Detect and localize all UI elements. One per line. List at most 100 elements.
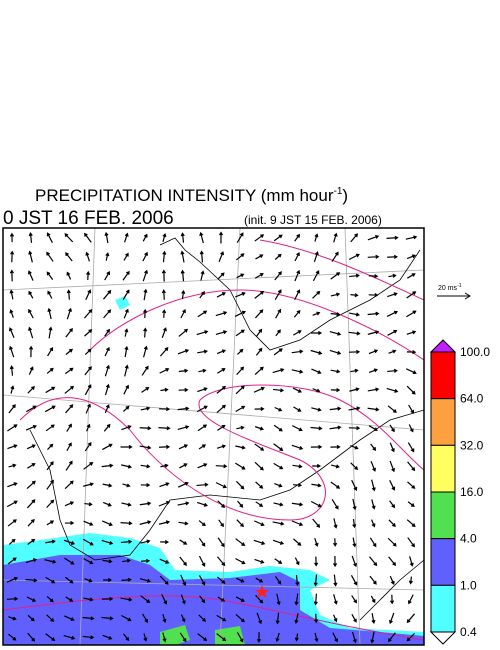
wind-arrow [197,463,208,469]
wind-arrow [83,482,94,487]
wind-arrow [158,500,171,507]
wind-arrow [66,442,72,452]
wind-arrow [102,559,113,564]
wind-arrow [333,614,338,623]
wind-arrow [273,348,283,356]
wind-arrow [388,519,396,528]
wind-arrow [370,631,375,644]
wind-arrow [84,348,92,356]
wind-arrow [124,232,129,243]
wind-arrow [197,310,208,318]
wind-arrow [161,327,167,338]
wind-arrow [47,307,52,320]
wind-arrow [275,612,280,625]
wind-arrow [330,444,341,450]
colorbar-label: 32.0 [460,438,484,452]
wind-arrow [330,312,341,317]
colorbar-label: 64.0 [460,392,484,406]
wind-arrow [388,556,397,567]
wind-arrow [178,328,189,337]
wind-arrow [371,499,376,510]
wind-arrow [101,596,114,601]
colorbar: 100.0 64.0 32.0 16.0 4.0 1.0 0.4 [429,339,490,645]
wind-arrow [218,519,224,528]
wind-arrow [84,578,93,583]
wind-arrow [46,614,55,622]
wind-arrow [351,595,357,604]
wind-arrow [103,577,113,583]
wind-arrow [178,444,189,450]
wind-arrow [370,595,376,604]
title-exponent: -1 [333,186,342,197]
wind-arrow [198,614,207,622]
wind-arrow [45,424,55,432]
wind-arrow [388,273,397,278]
wind-arrow [407,537,415,548]
wind-arrow [140,406,151,411]
wind-arrow [27,519,35,527]
wind-arrow [331,464,340,469]
wind-arrow [124,328,129,337]
wind-arrow [408,404,414,414]
wind-arrow [386,387,399,393]
wind-arrow [293,406,302,412]
wind-arrow [85,403,91,414]
wind-arrow [64,576,74,584]
wind-arrow [351,614,357,623]
wind-arrow [368,349,379,355]
wind-arrow [312,270,320,282]
wind-arrow [101,539,114,545]
wind-arrow [273,502,284,507]
wind-arrow [82,538,94,546]
wind-arrow [122,558,131,563]
wind-arrow [198,520,206,527]
wind-arrow [45,539,56,544]
wind-arrow [179,632,187,643]
wind-arrow [65,252,73,262]
colorbar-segment [430,538,456,586]
wind-arrow [275,632,280,643]
wind-arrow [197,424,208,432]
wind-arrow [349,387,360,392]
wind-arrow [348,406,361,411]
wind-arrow [177,425,190,430]
wind-arrow [102,501,112,507]
wind-arrow [217,368,226,374]
wind-arrow [292,464,303,469]
wind-arrow [386,235,399,240]
wind-arrow [28,366,34,375]
wind-arrow [198,368,207,373]
wind-arrow [333,594,338,605]
wind-arrow [64,557,75,565]
wind-arrow [8,463,17,468]
wind-arrow [406,350,417,355]
wind-arrow [8,616,17,621]
colorbar-label: 16.0 [460,485,484,499]
wind-arrow [158,426,171,431]
wind-arrow [200,270,205,281]
wind-arrow [178,387,189,392]
wind-arrow [63,539,76,545]
wind-arrow [329,425,342,430]
wind-arrow [389,460,396,473]
wind-arrow [272,368,285,374]
wind-arrow [47,347,54,357]
wind-arrow [6,576,19,583]
wind-arrow [44,405,56,413]
title: PRECIPITATION INTENSITY (mm hour-1) [35,186,348,205]
wind-arrow [389,442,395,453]
graticule [3,228,424,645]
wind-arrow [387,537,397,547]
wind-arrow [162,613,167,624]
wind-arrow [407,501,415,507]
colorbar-segment [430,444,456,493]
wind-arrow [8,404,16,414]
wind-arrow [273,234,283,242]
wind-arrow [198,575,206,586]
wind-arrow [104,231,109,244]
wind-arrow [274,558,283,564]
wind-arrow [65,327,73,338]
wind-arrow [370,443,377,451]
wind-arrow [8,327,15,338]
wind-arrow [255,481,264,489]
